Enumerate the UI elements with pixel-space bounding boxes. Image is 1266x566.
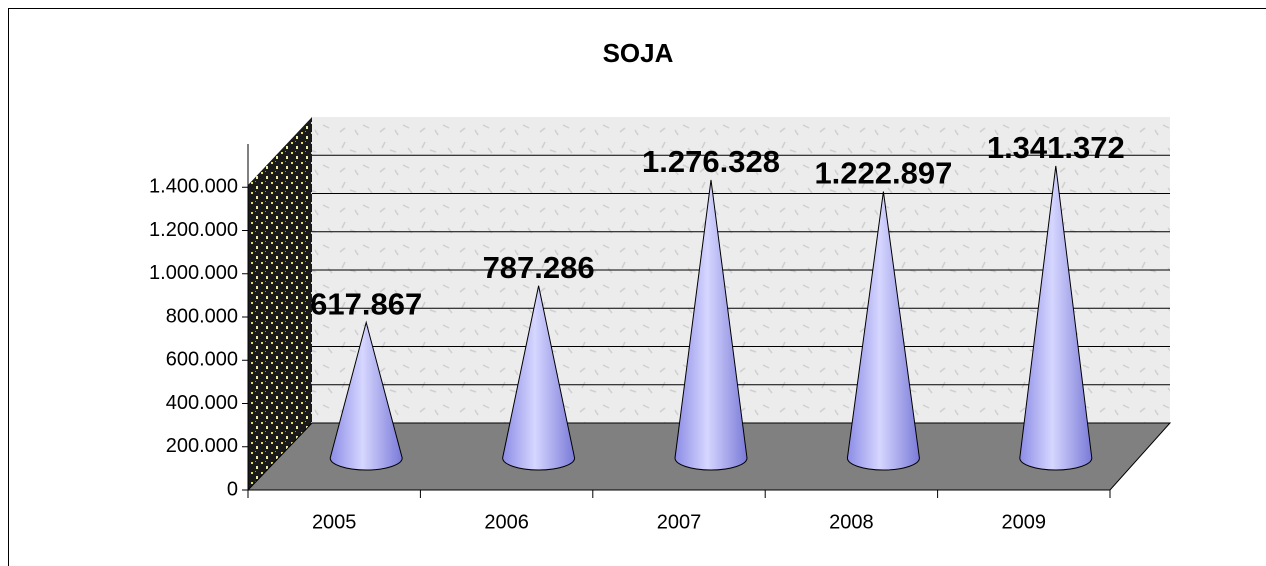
y-tick-label: 200.000 [166,435,238,457]
y-tick-label: 0 [227,478,238,500]
y-tick-label: 1.200.000 [149,219,238,241]
x-tick-label: 2007 [657,511,702,533]
y-tick-label: 400.000 [166,392,238,414]
y-tick-label: 800.000 [166,305,238,327]
data-label: 787.286 [483,250,595,285]
cone [329,320,403,471]
side-wall [248,117,312,490]
y-tick-label: 1.000.000 [149,262,238,284]
data-label: 1.276.328 [642,144,780,179]
cone-body [1019,165,1093,471]
chart-title: SOJA [603,38,674,68]
y-tick-label: 600.000 [166,349,238,371]
cone [674,179,748,471]
cone [502,285,576,471]
x-tick-label: 2006 [484,511,529,533]
cone-body [674,179,748,471]
cone-body [502,285,576,471]
cone-body [846,191,920,471]
data-label: 1.341.372 [987,130,1125,165]
y-tick-label: 1.400.000 [149,176,238,198]
cone [846,191,920,471]
x-tick-label: 2009 [1002,511,1047,533]
x-tick-label: 2008 [829,511,874,533]
data-label: 1.222.897 [814,156,952,191]
x-tick-label: 2005 [312,511,357,533]
cone [1019,165,1093,471]
data-label: 617.867 [310,287,422,322]
cone-body [329,320,403,471]
